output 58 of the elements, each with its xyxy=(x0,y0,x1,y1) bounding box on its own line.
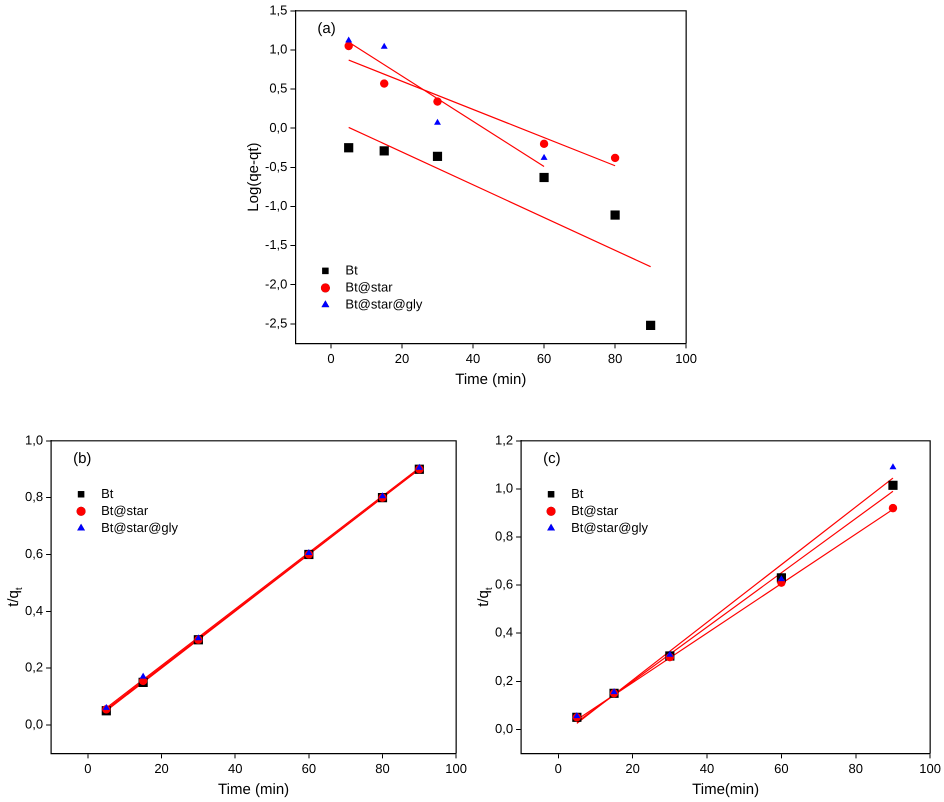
y-axis-title: t/qt xyxy=(475,587,495,607)
y-tick-label: 0,0 xyxy=(494,720,514,736)
legend-label: Bt@star@gly xyxy=(101,520,179,535)
annotation: (b) xyxy=(73,450,92,467)
y-tick-label: 1,5 xyxy=(269,2,288,18)
x-axis-title: Time (min) xyxy=(455,371,526,388)
x-tick-label: 20 xyxy=(154,760,169,776)
y-tick-label: -2,0 xyxy=(264,276,288,292)
y-tick-label: 1,0 xyxy=(494,480,514,496)
x-tick-label: 100 xyxy=(445,760,468,776)
y-tick-label: -1,0 xyxy=(264,198,288,214)
legend-label: Bt@star xyxy=(345,279,394,294)
x-tick-label: 40 xyxy=(466,350,480,366)
y-tick-label: 0,8 xyxy=(494,528,514,544)
y-tick-label: 1,2 xyxy=(494,432,514,448)
legend-label: Bt xyxy=(101,486,114,501)
y-tick-label: -1,5 xyxy=(264,237,288,252)
x-tick-label: 100 xyxy=(675,350,698,366)
y-tick-label: 1,0 xyxy=(24,432,44,448)
x-tick-label: 80 xyxy=(848,760,864,776)
y-tick-label: -2,5 xyxy=(264,315,288,330)
y-tick-label: 0,2 xyxy=(494,672,514,688)
x-axis-title: Time(min) xyxy=(692,781,760,798)
y-tick-label: -0,5 xyxy=(264,158,288,174)
x-tick-label: 0 xyxy=(554,760,562,776)
y-tick-label: 1,0 xyxy=(269,42,288,57)
annotation: (c) xyxy=(543,450,561,467)
x-axis-title: Time (min) xyxy=(218,781,290,798)
y-tick-label: 0,8 xyxy=(24,489,44,504)
x-tick-label: 100 xyxy=(919,760,942,776)
legend-label: Bt@star xyxy=(571,502,619,518)
y-tick-label: 0,2 xyxy=(24,660,44,675)
y-tick-label: 0,0 xyxy=(269,120,288,135)
annotation: (a) xyxy=(317,20,336,37)
x-tick-label: 80 xyxy=(375,760,390,776)
y-axis-title: t/qt xyxy=(5,587,25,607)
x-tick-label: 40 xyxy=(228,760,242,776)
y-tick-label: 0,5 xyxy=(269,80,288,96)
x-tick-label: 20 xyxy=(625,760,640,776)
y-tick-label: 0,4 xyxy=(494,624,514,640)
x-tick-label: 40 xyxy=(700,760,714,776)
y-tick-label: 0,0 xyxy=(24,716,44,732)
legend-label: Bt@star xyxy=(101,502,149,518)
x-tick-label: 60 xyxy=(536,350,552,366)
x-tick-label: 80 xyxy=(608,350,622,366)
legend-label: Bt xyxy=(345,262,358,278)
x-tick-label: 0 xyxy=(84,760,92,776)
x-tick-label: 20 xyxy=(394,350,410,366)
x-tick-label: 0 xyxy=(327,350,335,366)
x-tick-label: 60 xyxy=(774,760,789,776)
y-tick-label: 0,6 xyxy=(24,546,44,562)
legend-label: Bt@star@gly xyxy=(571,520,649,535)
x-tick-label: 60 xyxy=(302,760,316,776)
y-tick-label: 0,4 xyxy=(24,602,44,618)
y-tick-label: 0,6 xyxy=(494,576,514,592)
legend-label: Bt xyxy=(571,486,584,501)
y-axis-title: Log(qe-qt) xyxy=(245,142,262,212)
legend-label: Bt@star@gly xyxy=(345,296,423,312)
